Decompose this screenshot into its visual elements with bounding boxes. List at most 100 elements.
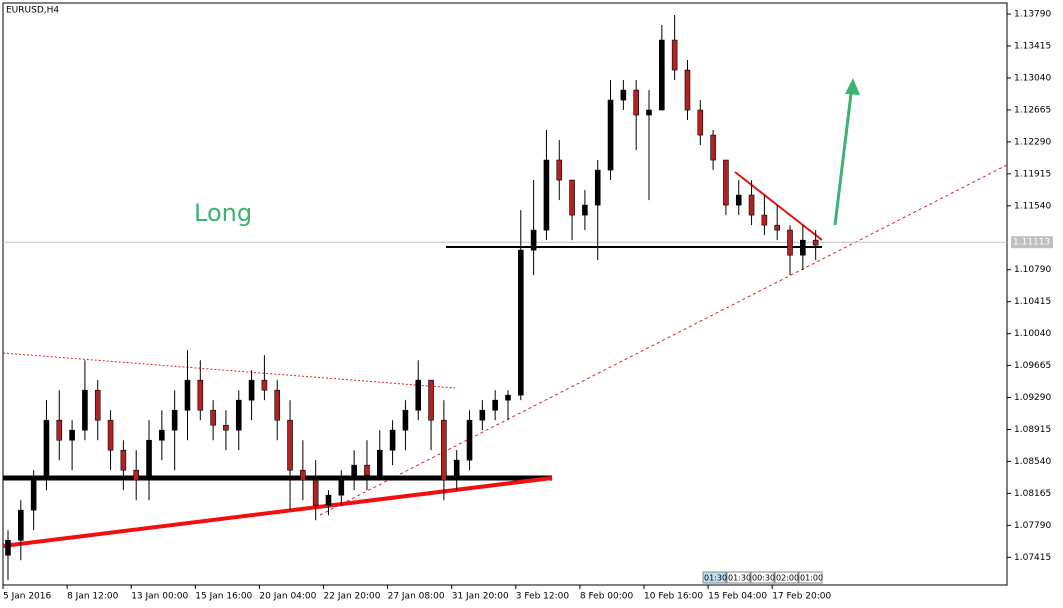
x-tick-label: 15 Jan 16:00: [195, 592, 252, 602]
candle-body: [94, 389, 101, 421]
y-tick-label: 1.09665: [1014, 361, 1051, 371]
x-tick-label: 13 Jan 00:00: [131, 592, 188, 602]
candle-body: [684, 69, 691, 111]
y-tick-label: 1.11915: [1014, 169, 1051, 179]
candle-body: [171, 409, 178, 431]
candle-body: [197, 379, 204, 411]
candle-body: [364, 464, 370, 476]
timer-label: 00:30: [752, 574, 775, 583]
candle-body: [492, 399, 498, 411]
candle-body: [248, 379, 255, 401]
timer-box: [750, 571, 775, 584]
x-tick-label: 27 Jan 08:00: [388, 592, 445, 602]
support-trendline: [319, 164, 1008, 516]
x-tick-label: 15 Feb 04:00: [708, 592, 767, 602]
candle-body: [479, 409, 486, 421]
candle-body: [812, 239, 819, 246]
x-tick-label: 5 Jan 2016: [3, 592, 51, 602]
y-tick-label: 1.12290: [1014, 137, 1051, 147]
y-tick-label: 1.10040: [1014, 329, 1051, 339]
candle-body: [210, 409, 216, 426]
candle-body: [402, 409, 409, 431]
candle-body: [69, 429, 75, 441]
candle-body: [56, 419, 63, 441]
candle-body: [300, 469, 306, 481]
candle-body: [774, 224, 781, 231]
candle-body: [697, 109, 704, 136]
candle-body: [184, 379, 191, 411]
timer-box: [798, 571, 823, 584]
candle-body: [646, 109, 652, 116]
drawings: [2, 78, 1008, 548]
y-tick-label: 1.09290: [1014, 393, 1051, 403]
candle-body: [223, 424, 229, 431]
y-tick-label: 1.10790: [1014, 265, 1051, 275]
candle-body: [582, 204, 588, 216]
candle-body: [466, 419, 473, 461]
candle-body: [261, 379, 268, 391]
candle-body: [735, 194, 742, 206]
candle-body: [556, 159, 563, 181]
y-tick-label: 1.12665: [1014, 105, 1051, 115]
x-tick-label: 10 Feb 16:00: [644, 592, 703, 602]
x-tick-label: 8 Jan 12:00: [67, 592, 119, 602]
candle-body: [633, 89, 639, 116]
candle-body: [235, 399, 242, 431]
candle-body: [620, 89, 627, 101]
long-arrow: [833, 93, 853, 226]
rising-trendline: [2, 476, 553, 548]
candle-body: [800, 239, 806, 256]
y-tick-label: 1.13415: [1014, 42, 1051, 52]
timer-box: [726, 571, 751, 584]
x-tick-label: 22 Jan 20:00: [324, 592, 381, 602]
candle-body: [441, 419, 447, 481]
candle-body: [30, 479, 37, 511]
y-tick-label: 1.13040: [1014, 73, 1051, 83]
timer-label: 02:00: [776, 574, 799, 583]
y-tick-label: 1.08540: [1014, 457, 1051, 467]
y-tick-label: 1.07415: [1014, 553, 1051, 563]
timer-label: 01:30: [704, 574, 727, 583]
x-tick-label: 17 Feb 20:00: [772, 592, 831, 602]
candle-body: [748, 194, 755, 216]
y-tick-label: 1.13790: [1014, 10, 1051, 20]
timer-box: [702, 571, 727, 584]
candle-body: [710, 134, 716, 161]
falling-wedge-line: [734, 171, 823, 241]
candle-body: [569, 179, 575, 216]
y-tick-label: 1.08915: [1014, 425, 1051, 435]
resistance-line: [2, 352, 456, 389]
current-price-label: 1.11113: [1013, 238, 1050, 248]
candle-body: [428, 379, 434, 421]
candle-body: [659, 39, 665, 111]
current-price-box: [1011, 236, 1053, 249]
candle-body: [5, 539, 11, 556]
candle-body: [82, 389, 88, 431]
candle-body: [723, 159, 729, 206]
y-tick-label: 1.11540: [1014, 201, 1051, 211]
long-arrow-head: [845, 78, 860, 95]
candle-body: [517, 249, 524, 396]
candle-body: [133, 469, 139, 481]
y-tick-label: 1.07790: [1014, 521, 1051, 531]
candle-body: [43, 419, 50, 481]
candle-body: [543, 159, 550, 231]
chart-title: EURUSD,H4: [6, 6, 59, 16]
candle-body: [607, 99, 614, 171]
candle-body: [415, 379, 422, 411]
candle-body: [787, 229, 793, 256]
y-tick-label: 1.10415: [1014, 297, 1051, 307]
candle-body: [312, 479, 319, 506]
candle-body: [120, 449, 127, 471]
candle-body: [325, 494, 332, 506]
candle-body: [274, 389, 281, 421]
candle-body: [453, 459, 460, 481]
candle-body: [338, 479, 345, 496]
candle-body: [389, 429, 396, 451]
candle-body: [594, 169, 601, 206]
candle-body: [159, 429, 165, 441]
y-tick-label: 1.08165: [1014, 489, 1051, 499]
candle-body: [505, 394, 511, 401]
x-tick-label: 20 Jan 04:00: [259, 592, 316, 602]
